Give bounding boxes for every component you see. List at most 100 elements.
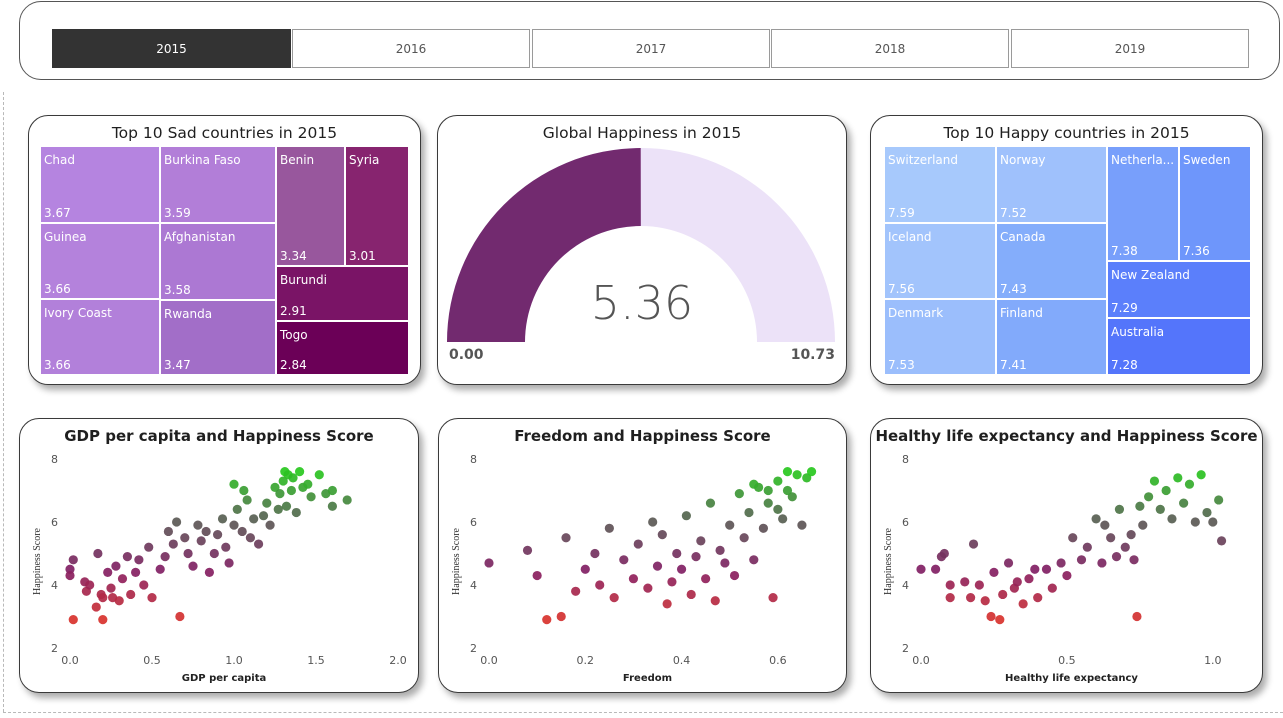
scatter-point[interactable] — [1144, 492, 1154, 502]
scatter-point[interactable] — [797, 520, 807, 530]
scatter-point[interactable] — [739, 533, 749, 543]
scatter-point[interactable] — [1082, 542, 1092, 552]
scatter-point[interactable] — [686, 589, 696, 600]
scatter-point[interactable] — [68, 555, 78, 565]
scatter-point[interactable] — [1190, 517, 1200, 527]
scatter-point[interactable] — [710, 596, 720, 606]
scatter-point[interactable] — [1208, 517, 1218, 527]
scatter-point[interactable] — [916, 564, 926, 574]
scatter-point[interactable] — [144, 542, 154, 552]
scatter-point[interactable] — [134, 555, 144, 565]
scatter-point[interactable] — [209, 548, 219, 559]
scatter-point[interactable] — [1135, 501, 1145, 511]
scatter-point[interactable] — [1167, 514, 1177, 524]
scatter-point[interactable] — [1161, 485, 1171, 496]
sad-tile-burkina-faso[interactable]: Burkina Faso 3.59 — [160, 146, 276, 223]
scatter-point[interactable] — [1173, 473, 1183, 483]
sad-tile-burundi[interactable]: Burundi 2.91 — [276, 266, 409, 321]
scatter-point[interactable] — [619, 555, 629, 565]
scatter-point[interactable] — [802, 473, 812, 483]
scatter-point[interactable] — [691, 552, 701, 562]
happy-tile-iceland[interactable]: Iceland 7.56 — [884, 223, 996, 299]
scatter-point[interactable] — [758, 523, 769, 533]
scatter-point[interactable] — [217, 514, 228, 524]
scatter-point[interactable] — [609, 593, 619, 603]
scatter-point[interactable] — [278, 476, 288, 486]
scatter-point[interactable] — [715, 545, 725, 555]
scatter-point[interactable] — [986, 611, 996, 622]
scatter-point[interactable] — [204, 567, 214, 577]
scatter-point[interactable] — [643, 583, 653, 593]
scatter-point[interactable] — [1179, 498, 1189, 508]
scatter-point[interactable] — [237, 526, 247, 537]
scatter-point[interactable] — [960, 577, 970, 587]
scatter-point[interactable] — [131, 567, 141, 577]
scatter-point[interactable] — [275, 489, 285, 499]
scatter-point[interactable] — [945, 580, 955, 590]
scatter-point[interactable] — [224, 558, 234, 568]
scatter-point[interactable] — [147, 593, 157, 603]
scatter-point[interactable] — [1216, 536, 1227, 546]
scatter-point[interactable] — [1012, 577, 1022, 587]
scatter-point[interactable] — [1138, 520, 1148, 530]
scatter-point[interactable] — [193, 520, 203, 530]
scatter-point[interactable] — [672, 548, 682, 559]
scatter-point[interactable] — [633, 539, 643, 549]
scatter-point[interactable] — [720, 558, 730, 568]
scatter-point[interactable] — [229, 479, 239, 489]
scatter-point[interactable] — [98, 615, 108, 625]
scatter-point[interactable] — [966, 593, 976, 603]
scatter-point[interactable] — [725, 520, 735, 530]
scatter-point[interactable] — [160, 552, 170, 562]
scatter-point[interactable] — [221, 542, 231, 552]
scatter-point[interactable] — [734, 489, 744, 499]
scatter-point[interactable] — [648, 517, 658, 527]
scatter-point[interactable] — [291, 507, 301, 518]
scatter-point[interactable] — [180, 533, 190, 543]
scatter-point[interactable] — [1024, 574, 1034, 584]
scatter-point[interactable] — [484, 558, 494, 568]
sad-tile-benin[interactable]: Benin 3.34 — [276, 146, 345, 266]
scatter-point[interactable] — [273, 504, 283, 514]
year-button-2017[interactable]: 2017 — [532, 29, 770, 68]
scatter-point[interactable] — [522, 545, 533, 555]
year-button-2015[interactable]: 2015 — [52, 29, 291, 68]
scatter-point[interactable] — [245, 533, 255, 543]
scatter-point[interactable] — [98, 593, 108, 603]
scatter-point[interactable] — [342, 495, 352, 505]
scatter-point[interactable] — [1114, 504, 1125, 514]
scatter-point[interactable] — [1126, 530, 1136, 540]
scatter-point[interactable] — [930, 564, 941, 574]
scatter-point[interactable] — [729, 570, 740, 581]
scatter-point[interactable] — [270, 482, 280, 492]
scatter-point[interactable] — [249, 514, 259, 524]
scatter-point[interactable] — [561, 533, 571, 543]
scatter-point[interactable] — [303, 479, 313, 489]
scatter-point[interactable] — [188, 561, 198, 571]
scatter-point[interactable] — [604, 523, 614, 533]
scatter-point[interactable] — [1091, 514, 1101, 524]
scatter-point[interactable] — [628, 574, 639, 584]
scatter-point[interactable] — [749, 555, 759, 565]
scatter-point[interactable] — [306, 492, 316, 502]
sad-tile-rwanda[interactable]: Rwanda 3.47 — [160, 300, 276, 375]
scatter-point[interactable] — [1018, 599, 1028, 609]
scatter-point[interactable] — [744, 507, 754, 518]
year-button-2016[interactable]: 2016 — [292, 29, 530, 68]
scatter-point[interactable] — [172, 517, 182, 527]
scatter-point[interactable] — [106, 583, 116, 593]
scatter-point[interactable] — [968, 539, 979, 549]
scatter-point[interactable] — [1047, 583, 1057, 593]
happy-tile-netherlands[interactable]: Netherla... 7.38 — [1107, 146, 1179, 261]
scatter-point[interactable] — [117, 574, 128, 584]
scatter-point[interactable] — [1030, 564, 1040, 574]
scatter-point[interactable] — [239, 485, 249, 496]
scatter-point[interactable] — [995, 615, 1005, 625]
scatter-point[interactable] — [1068, 533, 1078, 543]
scatter-point[interactable] — [532, 570, 542, 581]
scatter-point[interactable] — [1129, 555, 1139, 565]
scatter-point[interactable] — [111, 561, 121, 571]
scatter-point[interactable] — [1202, 507, 1212, 518]
scatter-point[interactable] — [542, 615, 552, 625]
scatter-point[interactable] — [1100, 520, 1110, 530]
